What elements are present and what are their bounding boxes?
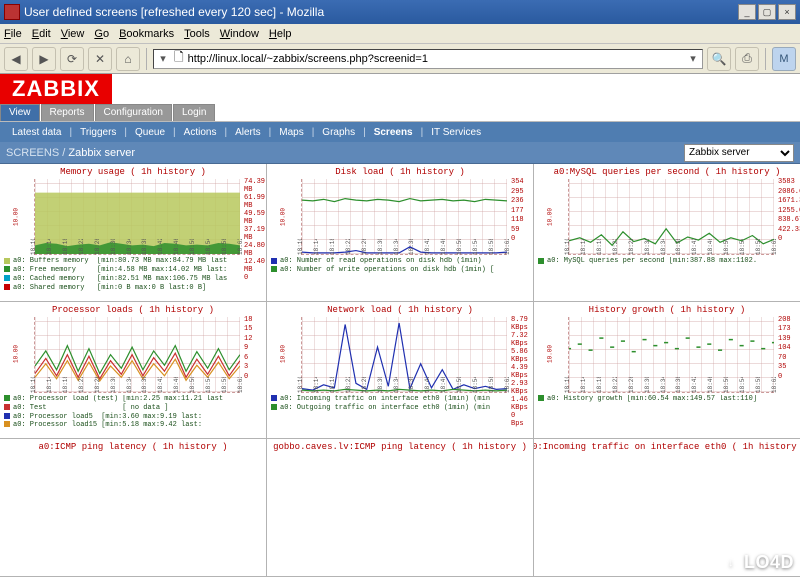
mozilla-icon[interactable]: M xyxy=(772,47,796,71)
chart-title: a0:Incoming traffic on interface eth0 ( … xyxy=(534,442,800,452)
subtab-queue[interactable]: Queue xyxy=(129,127,171,138)
subtab-graphs[interactable]: Graphs xyxy=(316,127,361,138)
chart-cell: Memory usage ( 1h history )10.0074.39 MB… xyxy=(0,164,267,301)
x-axis: 18:1018:1418:1818:2218:2618:3018:3418:38… xyxy=(30,239,244,255)
subtab-latest-data[interactable]: Latest data xyxy=(6,127,67,138)
page-content: ZABBIX ViewReportsConfigurationLogin Lat… xyxy=(0,74,800,577)
subtab-maps[interactable]: Maps xyxy=(273,127,309,138)
print-button[interactable]: ⎙ xyxy=(735,47,759,71)
url-dropdown-icon[interactable]: ▾ xyxy=(686,52,700,65)
window-title: User defined screens [refreshed every 12… xyxy=(24,5,736,19)
chart-cell: Network load ( 1h history )10.008.79 KBp… xyxy=(267,302,534,439)
tab-reports[interactable]: Reports xyxy=(41,104,94,121)
tab-view[interactable]: View xyxy=(0,104,40,121)
chart-cell: History growth ( 1h history )10.00208173… xyxy=(534,302,800,439)
y-axis: 1815129630 xyxy=(244,316,264,381)
chart-cell: Processor loads ( 1h history )10.0018151… xyxy=(0,302,267,439)
menu-tools[interactable]: Tools xyxy=(184,28,210,40)
x-axis: 18:1018:1418:1818:2218:2618:3018:3418:38… xyxy=(564,239,778,255)
menu-go[interactable]: Go xyxy=(94,28,109,40)
page-icon: 🗋 xyxy=(174,48,184,69)
chart-legend: a0: Number of read operations on disk hd… xyxy=(271,257,529,275)
x-axis: 18:1018:1418:1818:2218:2618:3018:3418:38… xyxy=(30,377,244,393)
chart-title: Network load ( 1h history ) xyxy=(271,305,529,315)
chart-row: Memory usage ( 1h history )10.0074.39 MB… xyxy=(0,164,800,302)
chart-legend: a0: Processor load (test) [min:2.25 max:… xyxy=(4,395,262,430)
chart-cell: a0:ICMP ping latency ( 1h history ) xyxy=(0,439,267,576)
browser-toolbar: ◀ ▶ ⟳ ✕ ⌂ ▾ 🗋 http://linux.local/~zabbix… xyxy=(0,44,800,74)
subtab-actions[interactable]: Actions xyxy=(178,127,223,138)
subtab-it-services[interactable]: IT Services xyxy=(425,127,487,138)
menu-help[interactable]: Help xyxy=(269,28,292,40)
y-axis: 354295236177118590 xyxy=(511,178,531,243)
forward-button[interactable]: ▶ xyxy=(32,47,56,71)
chart-cell: a0:Incoming traffic on interface eth0 ( … xyxy=(534,439,800,576)
zabbix-logo: ZABBIX xyxy=(0,74,112,104)
close-button[interactable]: × xyxy=(778,4,796,20)
chart-cell: gobbo.caves.lv:ICMP ping latency ( 1h hi… xyxy=(267,439,534,576)
window-titlebar: User defined screens [refreshed every 12… xyxy=(0,0,800,24)
chart-title: Processor loads ( 1h history ) xyxy=(4,305,262,315)
reload-button[interactable]: ⟳ xyxy=(60,47,84,71)
minimize-button[interactable]: _ xyxy=(738,4,756,20)
chart-title: Disk load ( 1h history ) xyxy=(271,167,529,177)
menu-bookmarks[interactable]: Bookmarks xyxy=(119,28,174,40)
subtab-alerts[interactable]: Alerts xyxy=(229,127,267,138)
sub-tabs: Latest data|Triggers|Queue|Actions|Alert… xyxy=(0,122,800,142)
breadcrumb-row: SCREENS / Zabbix server Zabbix server xyxy=(0,142,800,164)
dashboard: Memory usage ( 1h history )10.0074.39 MB… xyxy=(0,164,800,577)
chart-title: Memory usage ( 1h history ) xyxy=(4,167,262,177)
y-axis: 74.39 MB61.99 MB49.59 MB37.19 MB24.80 MB… xyxy=(244,178,264,243)
chart-row: Processor loads ( 1h history )10.0018151… xyxy=(0,302,800,440)
chart-legend: a0: Buffers memory [min:80.73 MB max:84.… xyxy=(4,257,262,292)
chart-cell: Disk load ( 1h history )10.0035429523617… xyxy=(267,164,534,301)
breadcrumb-page: Zabbix server xyxy=(68,147,135,159)
chart-legend: a0: Incoming traffic on interface eth0 (… xyxy=(271,395,529,413)
chart-legend: a0: MySQL queries per second [min:387.88… xyxy=(538,257,796,266)
top-tabs: ViewReportsConfigurationLogin xyxy=(0,104,800,122)
chart-title: gobbo.caves.lv:ICMP ping latency ( 1h hi… xyxy=(273,442,527,452)
menubar: File Edit View Go Bookmarks Tools Window Help xyxy=(0,24,800,44)
y-axis: 8.79 KBps7.32 KBps5.86 KBps4.39 KBps2.93… xyxy=(511,316,531,381)
tab-configuration[interactable]: Configuration xyxy=(95,104,172,121)
menu-window[interactable]: Window xyxy=(220,28,259,40)
server-select[interactable]: Zabbix server xyxy=(684,144,794,162)
chart-legend: a0: History growth [min:60.54 max:149.57… xyxy=(538,395,796,404)
chart-cell: a0:MySQL queries per second ( 1h history… xyxy=(534,164,800,301)
menu-edit[interactable]: Edit xyxy=(32,28,51,40)
back-button[interactable]: ◀ xyxy=(4,47,28,71)
breadcrumb-section: SCREENS xyxy=(6,147,59,159)
tab-login[interactable]: Login xyxy=(173,104,215,121)
url-bar[interactable]: ▾ 🗋 http://linux.local/~zabbix/screens.p… xyxy=(153,49,703,69)
chart-title: a0:MySQL queries per second ( 1h history… xyxy=(538,167,796,177)
y-axis: 35832086.671671.331255.00838.67422.330 xyxy=(778,178,798,243)
menu-file[interactable]: File xyxy=(4,28,22,40)
app-icon xyxy=(4,4,20,20)
chart-title: History growth ( 1h history ) xyxy=(538,305,796,315)
history-dropdown-icon[interactable]: ▾ xyxy=(156,52,170,65)
menu-view[interactable]: View xyxy=(61,28,85,40)
url-text: http://linux.local/~zabbix/screens.php?s… xyxy=(188,53,682,65)
search-button[interactable]: 🔍 xyxy=(707,47,731,71)
subtab-screens[interactable]: Screens xyxy=(368,127,419,138)
home-button[interactable]: ⌂ xyxy=(116,47,140,71)
x-axis: 18:1018:1418:1818:2218:2618:3018:3418:38… xyxy=(297,239,511,255)
chart-title: a0:ICMP ping latency ( 1h history ) xyxy=(38,442,227,452)
stop-button[interactable]: ✕ xyxy=(88,47,112,71)
x-axis: 18:1018:1418:1818:2218:2618:3018:3418:38… xyxy=(564,377,778,393)
y-axis: 20817313910470350 xyxy=(778,316,798,381)
x-axis: 18:1018:1418:1818:2218:2618:3018:3418:38… xyxy=(297,377,511,393)
chart-row: a0:ICMP ping latency ( 1h history ) gobbo… xyxy=(0,439,800,577)
subtab-triggers[interactable]: Triggers xyxy=(74,127,122,138)
maximize-button[interactable]: ▢ xyxy=(758,4,776,20)
